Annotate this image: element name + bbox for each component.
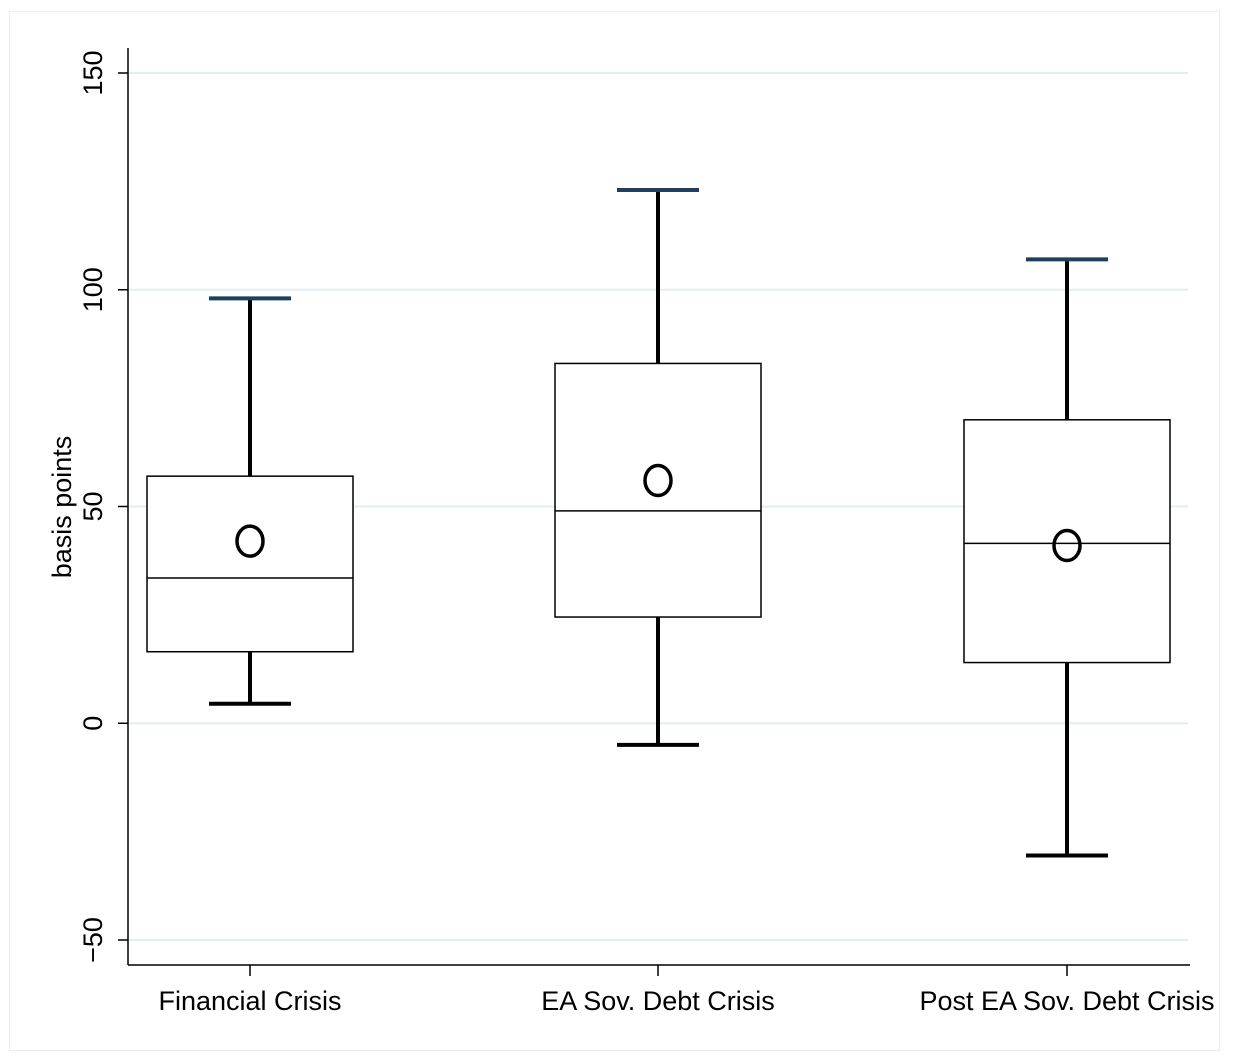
- box-group: [554, 188, 762, 747]
- iqr-box: [554, 362, 762, 618]
- x-tick-label: Post EA Sov. Debt Crisis: [919, 986, 1214, 1016]
- y-tick-label: 50: [78, 491, 108, 521]
- y-axis-title: basis points: [47, 436, 77, 579]
- x-tick-label: Financial Crisis: [158, 986, 341, 1016]
- x-tick-label: EA Sov. Debt Crisis: [541, 986, 775, 1016]
- x-axis-ticks: Financial Crisis EA Sov. Debt Crisis Post …: [158, 965, 1215, 1016]
- mean-marker: [235, 524, 265, 558]
- box-group: [146, 296, 354, 706]
- boxes: [146, 188, 1171, 858]
- plot-frame: [9, 11, 1220, 1051]
- y-tick-label: 100: [78, 267, 108, 312]
- mean-marker: [1052, 528, 1082, 563]
- iqr-box: [146, 475, 354, 653]
- mean-marker: [643, 463, 673, 498]
- y-tick-label: 0: [78, 716, 108, 731]
- y-axis-ticks: −50 0 50 100 150: [78, 50, 128, 963]
- y-tick-label: 150: [78, 50, 108, 95]
- box-group: [963, 257, 1171, 858]
- iqr-box: [963, 419, 1171, 664]
- y-tick-label: −50: [78, 917, 108, 963]
